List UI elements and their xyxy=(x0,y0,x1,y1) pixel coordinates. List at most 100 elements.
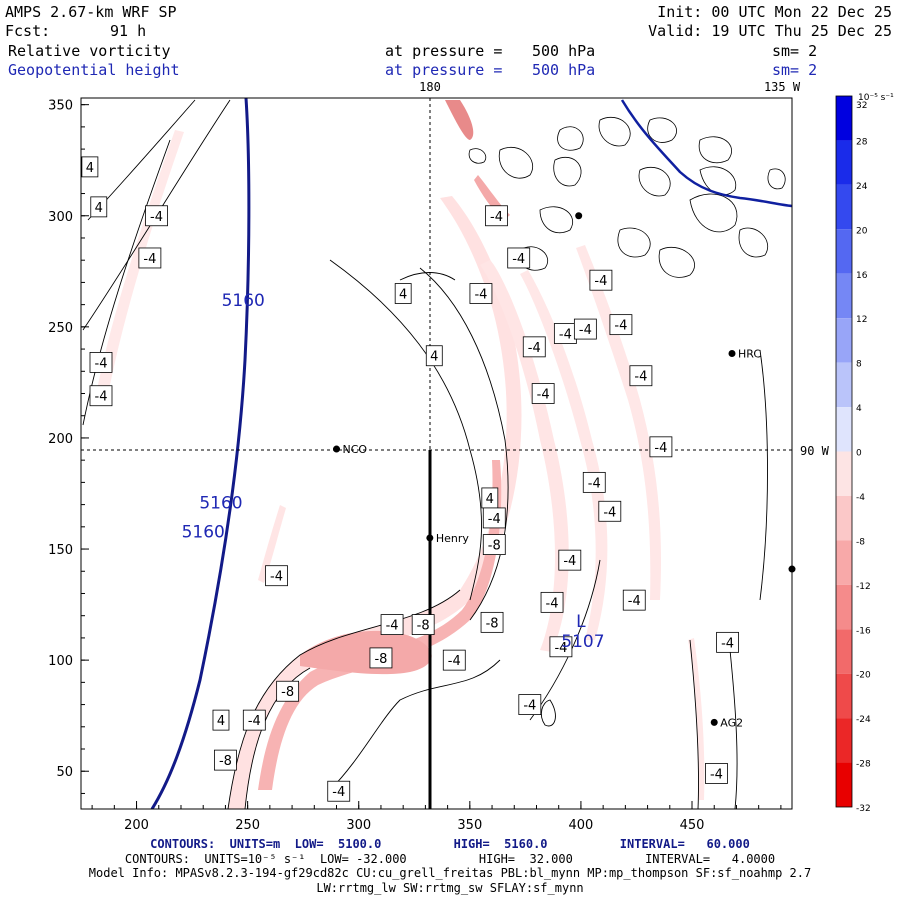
vorticity-label: -4 xyxy=(716,631,739,653)
field-2-level-label: at pressure = xyxy=(385,61,503,79)
vorticity-label: -8 xyxy=(482,534,506,555)
vorticity-label: -4 xyxy=(469,283,493,304)
colorbar-segment xyxy=(836,273,852,319)
colorbar-tick-label: -24 xyxy=(856,715,871,725)
svg-text:-4: -4 xyxy=(537,388,550,403)
station-label: Henry xyxy=(436,532,470,545)
svg-text:-4: -4 xyxy=(588,476,601,491)
svg-text:-4: -4 xyxy=(248,714,261,729)
vorticity-label: -4 xyxy=(242,709,266,731)
vorticity-label: -4 xyxy=(705,763,728,784)
colorbar-segment xyxy=(836,673,852,719)
vorticity-label: 4 xyxy=(212,709,230,731)
colorbar-segment xyxy=(836,184,852,230)
vorticity-label: -4 xyxy=(531,383,555,404)
svg-text:-4: -4 xyxy=(721,636,734,651)
height-contour-label: 5160 xyxy=(222,291,265,311)
svg-text:-4: -4 xyxy=(150,210,163,225)
svg-text:-8: -8 xyxy=(488,539,501,554)
y-tick-label: 250 xyxy=(48,321,73,336)
vorticity-label: -8 xyxy=(276,680,300,702)
vorticity-label: -4 xyxy=(553,323,577,344)
vorticity-label: -4 xyxy=(589,269,613,291)
field-1-level: 500 hPa xyxy=(532,42,596,60)
model-info-2: LW:rrtmg_lw SW:rrtmg_sw SFLAY:sf_mynn xyxy=(316,881,584,895)
vorticity-label: -4 xyxy=(507,247,531,269)
station-marker xyxy=(333,445,341,453)
vorticity-label: -8 xyxy=(214,749,237,771)
colorbar-tick-label: -12 xyxy=(856,582,871,592)
vorticity-labels: 44-4-4-4-444-4-4-4-4-4-4-4-4-4-4-44-4-4-… xyxy=(81,156,739,802)
colorbar-segment xyxy=(836,229,852,274)
x-axis: 200 250 300 350 400 450 xyxy=(91,801,782,833)
colorbar-tick-label: 28 xyxy=(856,137,868,147)
colorbar-segment xyxy=(836,96,852,141)
svg-text:-4: -4 xyxy=(603,505,616,520)
vorticity-label: -4 xyxy=(573,318,597,340)
forecast-hours: 91 h xyxy=(110,22,147,40)
height-contour-label: 5160 xyxy=(182,522,225,542)
svg-text:-4: -4 xyxy=(95,356,108,371)
colorbar-tick-label: 32 xyxy=(856,101,867,111)
colorbar-tick-label: 20 xyxy=(856,226,868,236)
x-tick-label: 200 xyxy=(124,818,149,833)
height-labels: 5160 5160 5160 xyxy=(182,291,265,542)
vorticity-label: -4 xyxy=(609,314,633,336)
low-value: 5107 xyxy=(561,632,604,652)
colorbar-segment xyxy=(836,362,852,408)
svg-text:-4: -4 xyxy=(332,785,345,800)
vorticity-label: -8 xyxy=(369,647,393,669)
vorticity-label: -4 xyxy=(582,471,606,493)
svg-text:4: 4 xyxy=(86,161,94,176)
vorticity-label: 4 xyxy=(90,196,108,218)
coastline xyxy=(620,99,792,208)
vorticity-label: -4 xyxy=(89,385,113,407)
vorticity-label: -4 xyxy=(549,636,573,658)
field-2-level: 500 hPa xyxy=(532,61,596,79)
y-tick-label: 200 xyxy=(48,432,73,447)
svg-text:-4: -4 xyxy=(448,654,461,669)
field-2-name: Geopotential height xyxy=(8,61,180,79)
colorbar-tick-label: 12 xyxy=(856,315,867,325)
contours-height: CONTOURS: UNITS=m LOW= 5100.0 HIGH= 5160… xyxy=(150,837,750,851)
vorticity-label: -4 xyxy=(145,205,168,227)
svg-text:-4: -4 xyxy=(628,594,641,609)
colorbar-segment xyxy=(836,629,852,674)
station-label: AG2 xyxy=(720,716,743,729)
colorbar-tick-label: -4 xyxy=(856,493,865,503)
svg-text:-4: -4 xyxy=(523,699,536,714)
vorticity-label: -4 xyxy=(622,589,646,611)
colorbar-tick-label: -32 xyxy=(856,804,871,814)
vorticity-label: -4 xyxy=(327,780,351,802)
x-tick-label: 450 xyxy=(680,818,705,833)
meridian-label: 180 xyxy=(419,80,441,94)
colorbar-frame xyxy=(835,95,853,808)
vorticity-label: -4 xyxy=(598,500,622,522)
colorbar-tick-label: 24 xyxy=(856,182,868,192)
vorticity-label: -4 xyxy=(265,565,288,587)
y-tick-label: 350 xyxy=(48,99,73,114)
geopotential-contour-5160 xyxy=(150,98,251,809)
svg-text:-4: -4 xyxy=(710,767,723,782)
colorbar-segment xyxy=(836,451,852,496)
y-tick-label: 100 xyxy=(48,654,73,669)
stations: NCO Henry HRC AG2 xyxy=(333,212,796,729)
station-marker xyxy=(575,212,583,220)
colorbar-segment xyxy=(836,407,852,452)
vorticity-label: 4 xyxy=(394,283,412,304)
model-info: Model Info: MPASv8.2.3-194-gf29cd82c CU:… xyxy=(88,866,812,880)
vorticity-label: -4 xyxy=(540,591,564,613)
svg-text:4: 4 xyxy=(217,714,225,729)
colorbar-tick-label: -20 xyxy=(856,671,871,681)
vorticity-label: -4 xyxy=(649,436,673,458)
svg-text:-4: -4 xyxy=(488,512,501,527)
station-label: NCO xyxy=(343,443,368,456)
vorticity-label: -4 xyxy=(89,352,113,373)
vorticity-label: 4 xyxy=(81,156,99,178)
colorbar-segment xyxy=(836,762,852,807)
colorbar-tick-label: -16 xyxy=(856,626,871,636)
svg-text:-4: -4 xyxy=(634,370,647,385)
svg-text:-4: -4 xyxy=(512,252,525,267)
x-tick-label: 250 xyxy=(235,818,260,833)
svg-text:-4: -4 xyxy=(614,319,627,334)
